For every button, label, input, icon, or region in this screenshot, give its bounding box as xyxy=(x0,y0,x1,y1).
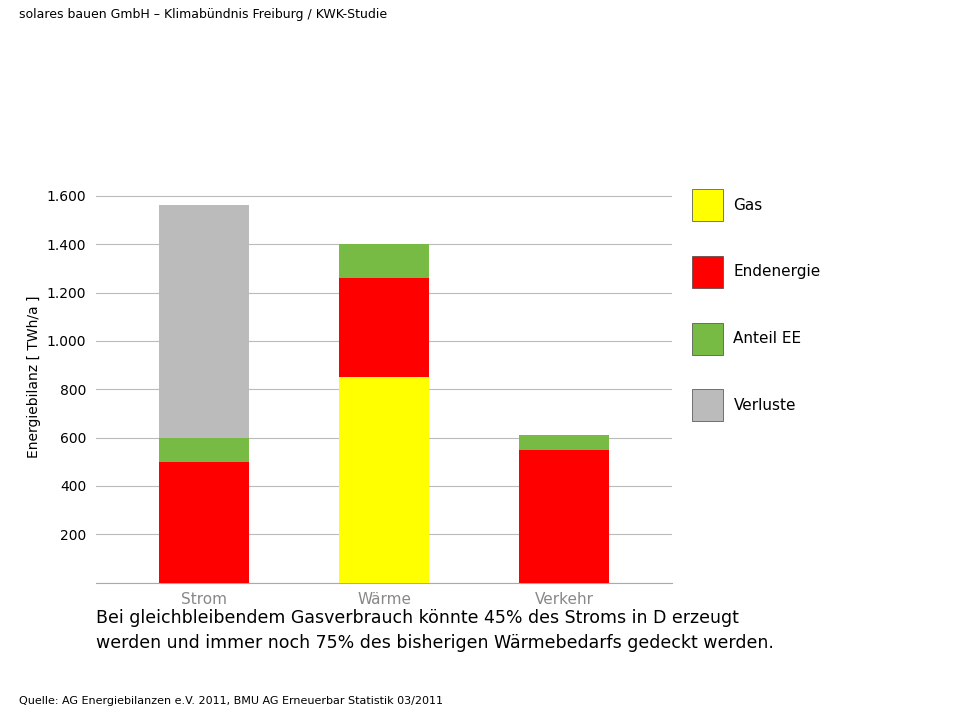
Bar xyxy=(159,462,249,583)
Bar xyxy=(339,244,429,278)
Text: Stand: Jahr 2010: Stand: Jahr 2010 xyxy=(21,104,160,122)
Bar xyxy=(339,378,429,583)
Bar xyxy=(519,450,609,583)
Text: Anteil EE: Anteil EE xyxy=(733,331,802,346)
Bar xyxy=(339,278,429,378)
Text: Energiebedarf in Deutschland: Energiebedarf in Deutschland xyxy=(21,51,533,81)
Bar xyxy=(159,205,249,438)
Bar xyxy=(692,322,723,355)
Text: solares bauen GmbH – Klimabündnis Freiburg / KWK-Studie: solares bauen GmbH – Klimabündnis Freibu… xyxy=(19,9,387,21)
Text: Quelle: AG Energiebilanzen e.V. 2011, BMU AG Erneuerbar Statistik 03/2011: Quelle: AG Energiebilanzen e.V. 2011, BM… xyxy=(19,696,444,706)
Bar xyxy=(159,438,249,462)
Y-axis label: Energiebilanz [ TWh/a ]: Energiebilanz [ TWh/a ] xyxy=(27,296,41,458)
Bar xyxy=(692,256,723,288)
Bar xyxy=(692,189,723,221)
Text: Bei gleichbleibendem Gasverbrauch könnte 45% des Stroms in D erzeugt
werden und : Bei gleichbleibendem Gasverbrauch könnte… xyxy=(96,609,775,652)
Text: Gas: Gas xyxy=(733,197,762,212)
Bar xyxy=(692,390,723,421)
Bar xyxy=(519,435,609,450)
Text: Verluste: Verluste xyxy=(733,398,796,413)
Text: Endenergie: Endenergie xyxy=(733,265,821,280)
